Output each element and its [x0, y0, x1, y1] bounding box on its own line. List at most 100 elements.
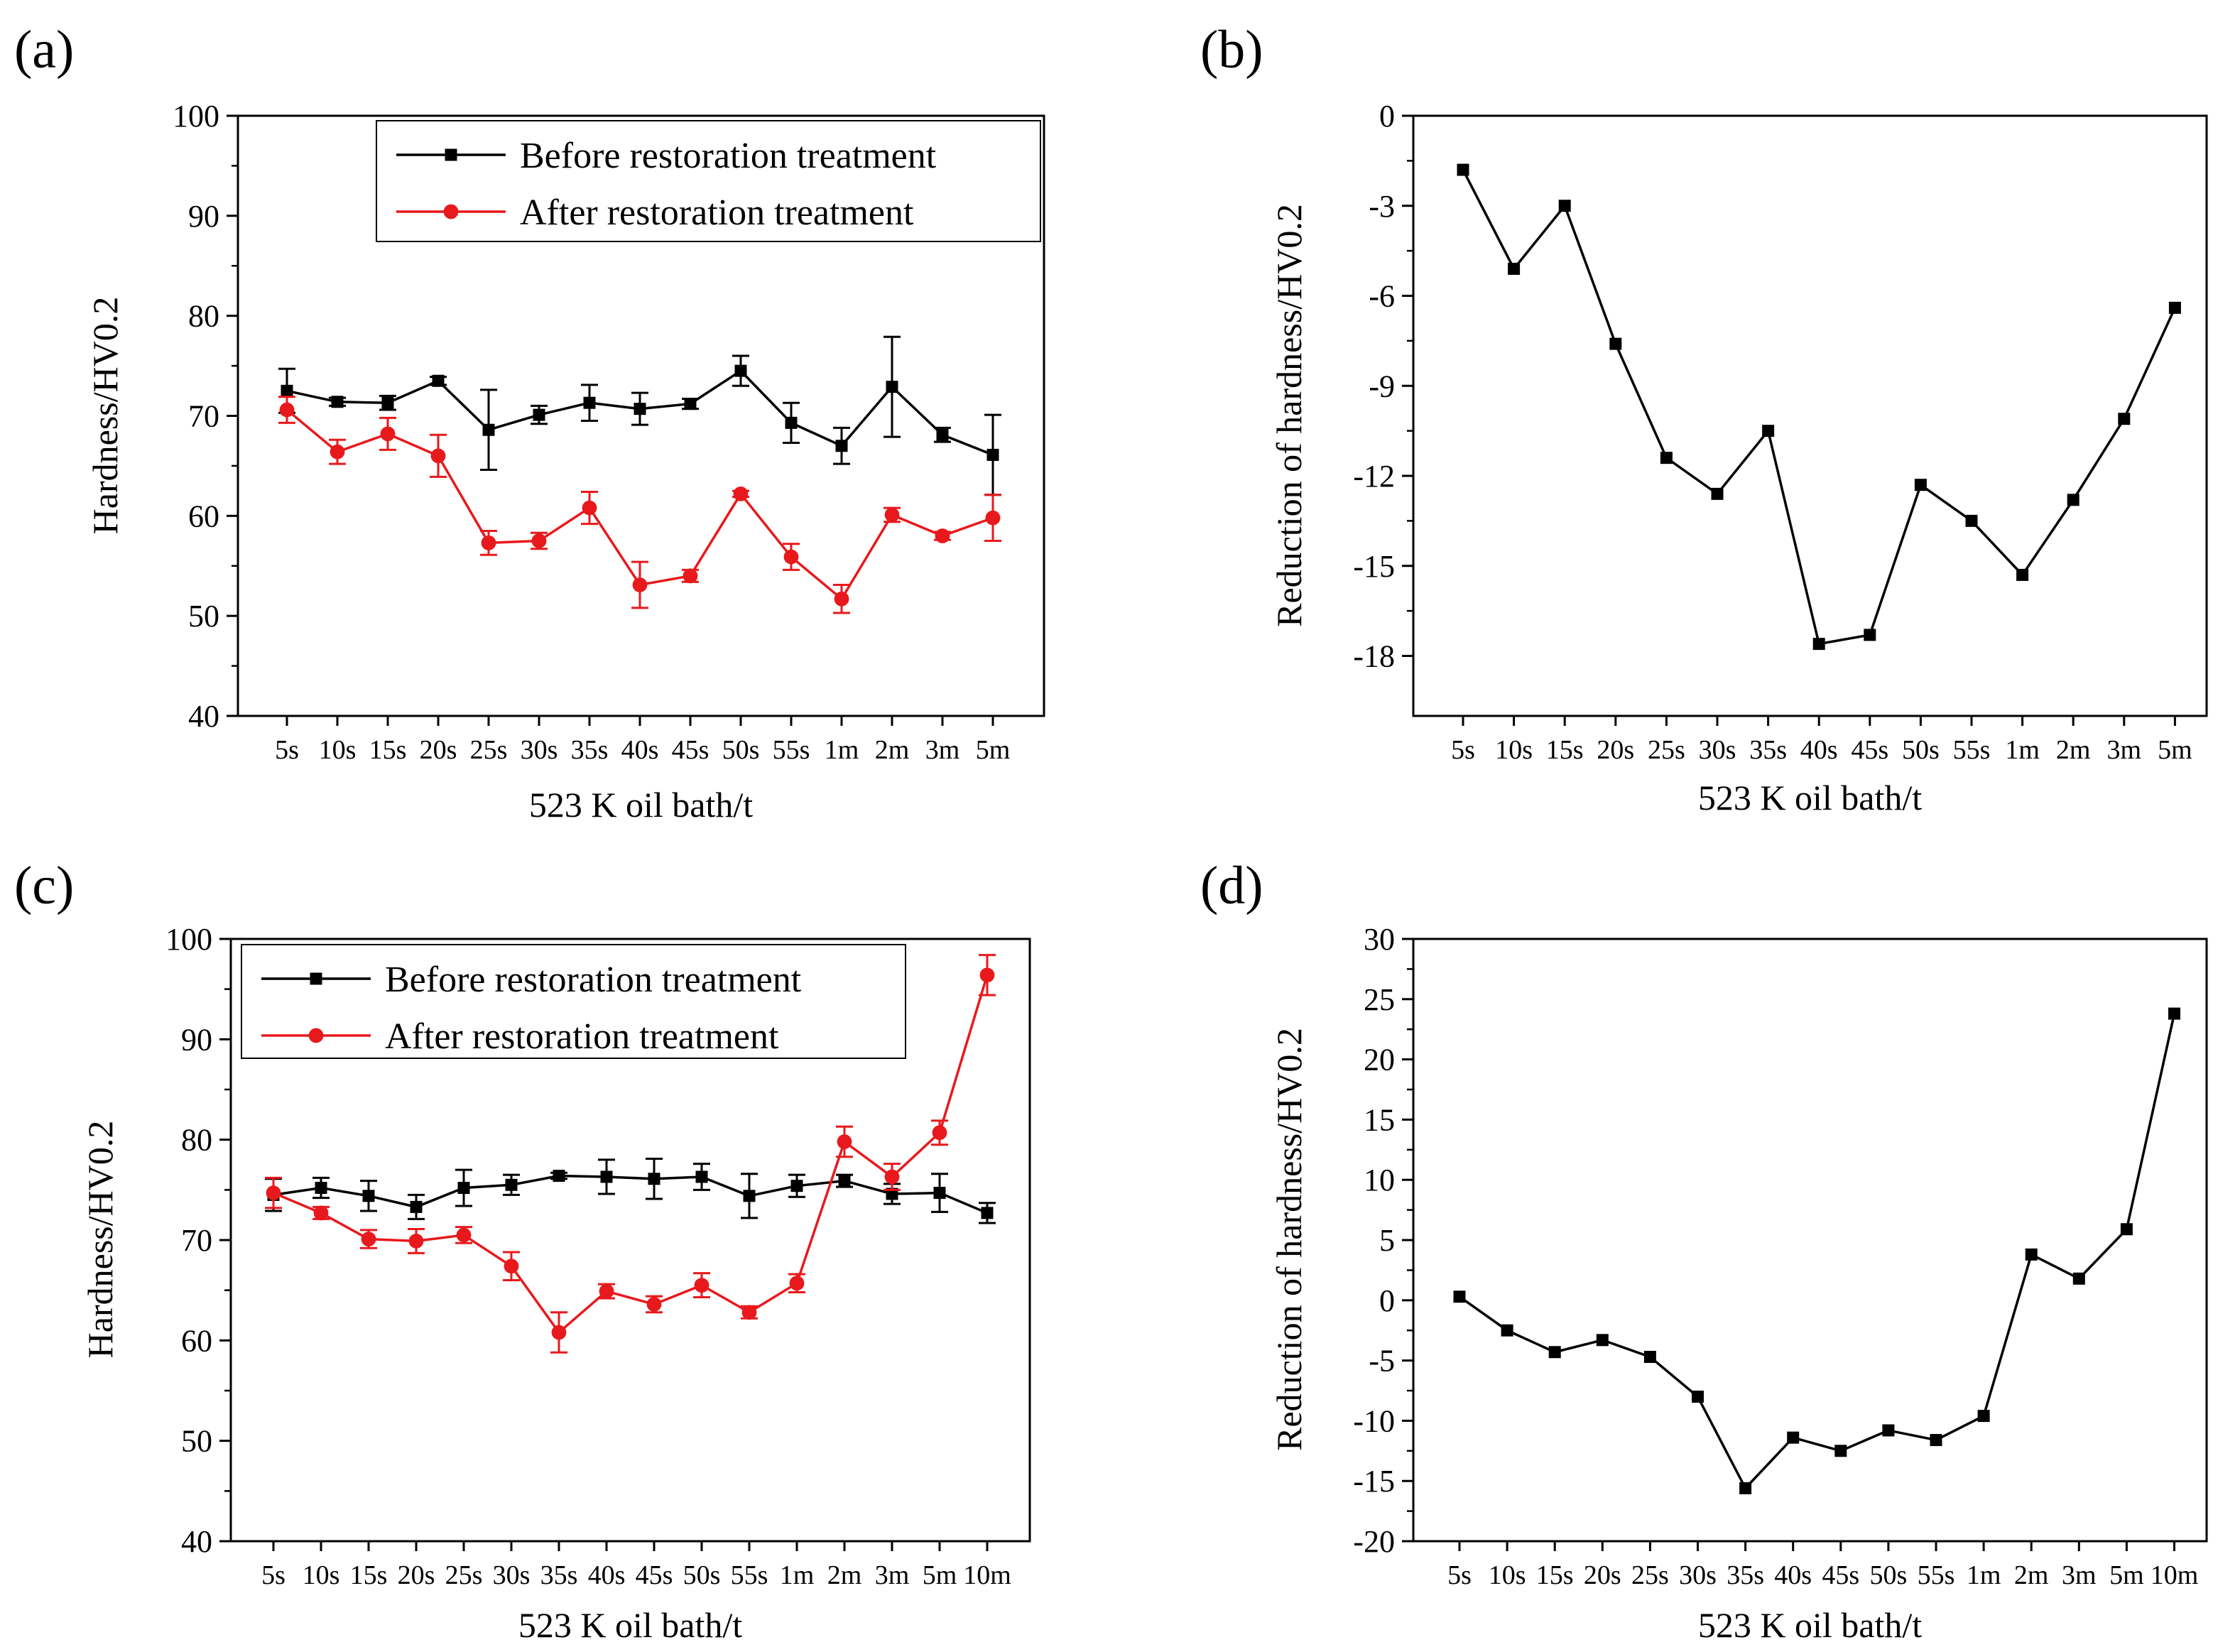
y-tick-label: 40: [181, 1524, 212, 1559]
x-tick-label: 25s: [1631, 1560, 1669, 1590]
data-point: [838, 1175, 851, 1188]
series-line: [1458, 1013, 2176, 1491]
x-tick-label: 5s: [1447, 1560, 1472, 1590]
x-tick-label: 30s: [1699, 735, 1736, 765]
x-tick-label: 55s: [731, 1560, 768, 1590]
y-tick-label: 30: [1364, 922, 1395, 957]
x-tick-label: 45s: [672, 735, 709, 765]
y-axis-title: Reduction of hardness/HV0.2: [1269, 204, 1309, 627]
x-tick-label: 25s: [445, 1560, 483, 1590]
data-point: [1548, 1346, 1561, 1359]
data-point: [331, 396, 344, 408]
x-tick-label: 1m: [780, 1560, 815, 1590]
plot-frame: [1412, 114, 2208, 717]
x-axis-title: 523 K oil bath/t: [1698, 1605, 1922, 1645]
data-point: [683, 568, 698, 584]
y-tick-label: 100: [165, 922, 212, 957]
data-point: [1692, 1390, 1704, 1403]
y-tick-label: 20: [1364, 1043, 1395, 1077]
x-tick-label: 15s: [369, 735, 407, 765]
data-point: [457, 1182, 470, 1195]
data-point: [932, 1125, 947, 1141]
x-tick-label: 35s: [1749, 735, 1787, 765]
plot-frame: [1412, 938, 2208, 1543]
x-tick-label: 45s: [1822, 1560, 1859, 1590]
x-tick-label: 10s: [1489, 1560, 1526, 1590]
y-tick-label: -3: [1369, 189, 1395, 224]
y-tick-label: -6: [1369, 279, 1395, 314]
series-0: [1453, 1007, 2180, 1494]
data-point: [884, 1169, 900, 1185]
data-point: [551, 1325, 567, 1340]
x-tick-label: 40s: [588, 1560, 626, 1590]
data-point: [330, 444, 345, 460]
y-tick-label: 60: [188, 499, 219, 533]
y-tick-label: 0: [1379, 99, 1395, 134]
legend-label: After restoration treatment: [520, 192, 914, 233]
data-point: [1965, 514, 1978, 527]
data-point: [583, 396, 596, 409]
data-point: [886, 381, 898, 393]
data-point: [1508, 262, 1521, 275]
x-tick-label: 40s: [1800, 735, 1838, 765]
data-point: [2016, 568, 2029, 581]
y-axis-title: Hardness/HV0.2: [80, 1121, 120, 1359]
x-tick-label: 3m: [2107, 735, 2142, 765]
data-point: [2067, 494, 2079, 506]
data-point: [2025, 1248, 2038, 1261]
series-0: [278, 335, 1001, 496]
series-line: [273, 974, 989, 1335]
x-tick-label: 2m: [2056, 735, 2091, 765]
x-tick-label: 55s: [1918, 1560, 1955, 1590]
data-point: [1812, 638, 1825, 651]
x-tick-label: 50s: [683, 1560, 721, 1590]
x-tick-label: 35s: [571, 735, 609, 765]
data-point: [410, 1200, 423, 1213]
legend-marker: [308, 1028, 324, 1043]
data-point: [837, 1134, 852, 1149]
x-tick-label: 50s: [1870, 1560, 1908, 1590]
legend: Before restoration treatment After restor…: [241, 944, 906, 1059]
y-tick-label: -15: [1353, 1464, 1395, 1499]
data-point: [481, 535, 496, 550]
legend-box: [241, 944, 906, 1059]
data-point: [790, 1180, 803, 1192]
data-point: [985, 510, 1001, 526]
y-tick-label: 70: [188, 399, 219, 434]
data-point: [1609, 337, 1622, 350]
legend-marker: [310, 972, 322, 985]
x-tick-label: 2m: [2014, 1560, 2049, 1590]
x-tick-label: 30s: [1679, 1560, 1717, 1590]
data-point: [835, 440, 848, 452]
data-point: [1930, 1434, 1942, 1447]
x-tick-label: 10m: [963, 1560, 1011, 1590]
series-0: [265, 1158, 996, 1224]
x-axis-title: 523 K oil bath/t: [518, 1605, 742, 1645]
data-point: [430, 448, 446, 464]
data-point: [884, 507, 900, 523]
legend-label: Before restoration treatment: [520, 136, 937, 176]
x-tick-label: 1m: [825, 735, 859, 765]
data-point: [362, 1190, 375, 1202]
y-tick-label: 50: [188, 599, 219, 634]
series-1: [278, 396, 1001, 614]
data-point: [1914, 479, 1927, 491]
data-point: [361, 1232, 376, 1246]
panel-label: (b): [1200, 20, 1263, 80]
data-point: [1711, 487, 1724, 500]
y-tick-label: 80: [188, 299, 219, 334]
data-point: [634, 403, 646, 415]
data-point: [1501, 1324, 1513, 1337]
y-tick-label: 15: [1364, 1102, 1395, 1137]
data-point: [1977, 1410, 1990, 1423]
x-tick-label: 10s: [319, 735, 357, 765]
data-point: [432, 374, 445, 387]
y-tick-label: -5: [1369, 1344, 1395, 1379]
x-tick-label: 5m: [2158, 735, 2192, 765]
x-tick-label: 10m: [2151, 1560, 2199, 1590]
y-axis-title: Reduction of hardness/HV0.2: [1269, 1028, 1309, 1451]
legend: Before restoration treatment After restor…: [376, 120, 1041, 242]
y-tick-label: 5: [1379, 1223, 1395, 1258]
x-tick-label: 50s: [1902, 735, 1940, 765]
data-point: [456, 1227, 472, 1243]
